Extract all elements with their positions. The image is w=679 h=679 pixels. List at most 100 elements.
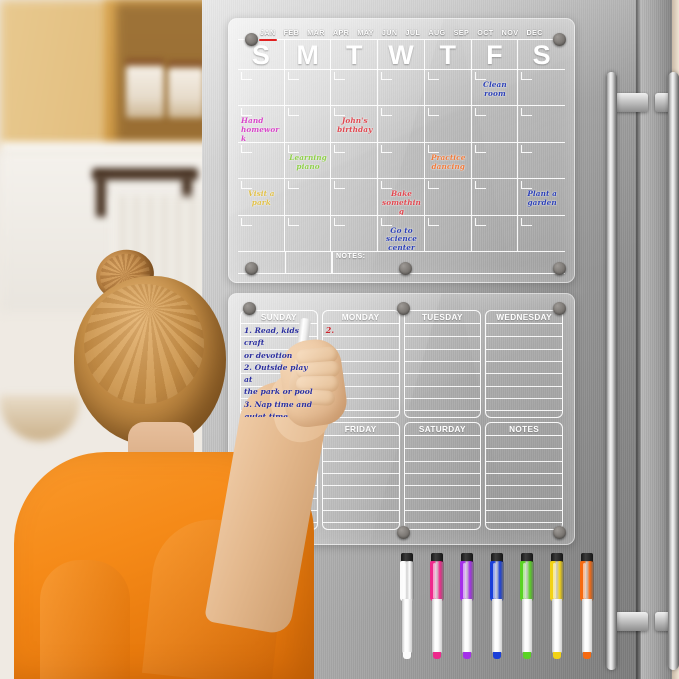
day-cell[interactable]: [331, 70, 379, 107]
weekly-column-header: NOTES: [486, 423, 562, 436]
writing-lines[interactable]: [486, 436, 562, 529]
weekly-column-header: TUESDAY: [404, 311, 481, 324]
purple-marker[interactable]: [460, 553, 474, 659]
marker-end-cap: [553, 652, 561, 659]
month-tab-jun[interactable]: JUN: [381, 28, 398, 37]
day-cell[interactable]: [331, 215, 379, 252]
day-cell[interactable]: Learning piano: [284, 142, 332, 180]
month-tab-feb[interactable]: FEB: [283, 28, 300, 37]
day-cell[interactable]: Go to science center: [378, 215, 425, 252]
day-cell[interactable]: John's birthday: [331, 106, 379, 143]
month-tab-aug[interactable]: AUG: [428, 28, 446, 37]
marker-gloss: [553, 563, 556, 599]
yellow-marker[interactable]: [550, 553, 564, 659]
writing-lines[interactable]: [404, 324, 481, 417]
day-cell[interactable]: [284, 215, 332, 252]
month-tab-oct[interactable]: OCT: [477, 28, 494, 37]
marker-end-cap: [463, 652, 471, 659]
day-cell[interactable]: [424, 215, 472, 252]
mounting-disc: [245, 262, 258, 275]
month-day-grid[interactable]: Clean room Hand homework John's birthday Le…: [238, 70, 565, 252]
date-number-box: [521, 144, 533, 153]
month-tab-mar[interactable]: MAR: [307, 28, 325, 37]
jar-lid: [168, 60, 204, 70]
day-cell[interactable]: [331, 179, 379, 216]
day-cell[interactable]: [284, 179, 332, 216]
fridge-handle[interactable]: [668, 72, 679, 670]
date-number-box: [287, 217, 299, 226]
day-cell[interactable]: [378, 142, 425, 180]
blue-marker[interactable]: [490, 553, 504, 659]
marker-end-cap: [583, 652, 591, 659]
weekly-column-saturday[interactable]: SATURDAY: [403, 422, 482, 530]
month-tab-nov[interactable]: NOV: [501, 28, 519, 37]
weekly-planner-board[interactable]: SUNDAY 1. Read, kids craft or devotion 2. O…: [228, 293, 575, 545]
weekly-column-grid[interactable]: SUNDAY 1. Read, kids craft or devotion 2. O…: [240, 310, 563, 530]
day-cell[interactable]: [424, 179, 472, 216]
day-cell[interactable]: [424, 70, 472, 107]
marker-gloss: [493, 563, 496, 599]
day-cell[interactable]: [238, 215, 285, 252]
weekly-column-wednesday[interactable]: WEDNESDAY: [485, 310, 563, 418]
month-selector-strip[interactable]: JAN FEB MAR APR MAY JUN JUL AUG SEP OCT NOV DEC: [238, 26, 565, 41]
day-cell[interactable]: [378, 70, 425, 107]
weekly-column-sunday[interactable]: SUNDAY 1. Read, kids craft or devotion 2. O…: [240, 310, 318, 418]
day-cell[interactable]: [518, 216, 565, 252]
marker-cap-top: [551, 553, 563, 562]
weekly-column-notes[interactable]: NOTES: [485, 422, 563, 530]
handle-mount: [615, 612, 648, 631]
day-cell[interactable]: Plant a garden: [518, 179, 565, 216]
month-tab-jan[interactable]: JAN: [259, 28, 277, 41]
day-cell[interactable]: [471, 106, 519, 143]
handwritten-line: the park or pool: [244, 387, 313, 397]
month-tab-sep[interactable]: SEP: [453, 28, 470, 37]
weekly-column-monday[interactable]: MONDAY 2.: [321, 310, 400, 418]
weekly-column-friday[interactable]: FRIDAY: [321, 422, 400, 530]
marker-end-cap: [433, 652, 441, 659]
handwritten-entry: Hand homework: [241, 116, 280, 143]
day-cell[interactable]: Hand homework: [238, 106, 285, 143]
day-cell[interactable]: Visit a park: [238, 179, 285, 216]
day-cell[interactable]: [518, 106, 565, 143]
date-number-box: [241, 108, 252, 117]
day-cell[interactable]: [518, 143, 565, 180]
rule-line: [404, 522, 481, 524]
day-cell[interactable]: [284, 106, 332, 143]
marker-end-cap: [403, 652, 411, 659]
pink-marker[interactable]: [430, 553, 444, 659]
day-cell[interactable]: [331, 142, 379, 180]
day-cell[interactable]: [284, 70, 332, 107]
writing-lines[interactable]: 2.: [322, 324, 399, 417]
day-cell[interactable]: [378, 106, 425, 143]
writing-lines[interactable]: [404, 436, 481, 529]
white-marker[interactable]: [400, 553, 414, 659]
month-tab-jul[interactable]: JUL: [405, 28, 421, 37]
day-cell[interactable]: [424, 106, 472, 143]
day-cell[interactable]: [471, 142, 519, 180]
day-cell[interactable]: [471, 179, 519, 216]
writing-lines[interactable]: [486, 324, 562, 417]
month-tab-may[interactable]: MAY: [357, 28, 374, 37]
fridge-handle[interactable]: [606, 72, 617, 670]
orange-marker[interactable]: [580, 553, 594, 659]
month-tab-apr[interactable]: APR: [332, 28, 350, 37]
rule-line: [241, 497, 317, 499]
day-cell[interactable]: [238, 142, 285, 180]
marker-gloss: [523, 563, 526, 599]
green-marker[interactable]: [520, 553, 534, 659]
day-cell[interactable]: Bake something together: [378, 179, 425, 216]
month-tab-dec[interactable]: DEC: [526, 28, 543, 37]
weekly-column-tuesday[interactable]: TUESDAY: [403, 310, 482, 418]
writing-lines[interactable]: [241, 436, 317, 529]
day-cell[interactable]: Practice dancing: [424, 142, 472, 180]
marker-set[interactable]: [400, 553, 610, 663]
day-cell[interactable]: [518, 70, 565, 107]
writing-lines[interactable]: [322, 436, 399, 529]
day-cell[interactable]: [471, 215, 519, 252]
writing-lines[interactable]: 1. Read, kids craft or devotion 2. Outside…: [241, 324, 317, 417]
rule-line: [241, 448, 317, 450]
day-cell[interactable]: [238, 70, 285, 107]
day-cell[interactable]: Clean room: [471, 70, 519, 107]
weekly-column-thursday[interactable]: THURSDAY: [240, 422, 318, 530]
